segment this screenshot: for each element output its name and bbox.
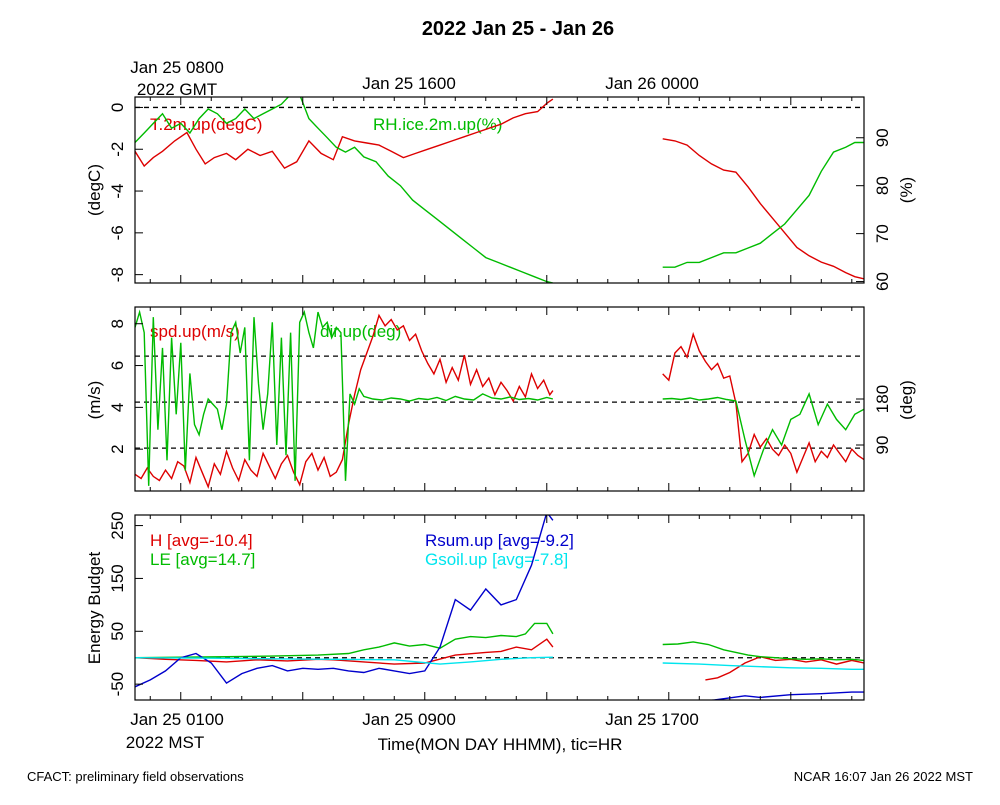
y-right-tick-label: 180	[873, 385, 892, 413]
y-tick-label: -6	[108, 225, 127, 240]
panel1-left-axis-label: (degC)	[85, 164, 104, 216]
y-right-tick-label: 60	[873, 272, 892, 291]
bottom-tick-label-2: Jan 25 0900	[362, 710, 456, 729]
series-line-dir-up-deg	[135, 309, 864, 486]
chart-title: 2022 Jan 25 - Jan 26	[422, 18, 614, 40]
y-tick-label: 4	[108, 403, 127, 412]
bottom-tick-label-1: Jan 25 0100	[130, 710, 224, 729]
y-tick-label: 250	[108, 511, 127, 539]
panel1-legend-temperature: T.2m.up(degC)	[150, 115, 262, 134]
x-axis-label: Time(MON DAY HHMM), tic=HR	[378, 735, 623, 754]
temperature-humidity-panel: (degC) (%) T.2m.up(degC) RH.ice.2m.up(%)…	[85, 96, 916, 291]
wind-panel: (m/s) (deg) spd.up(m/s) dir.up(deg) 2468…	[85, 306, 916, 492]
panel-frame	[134, 96, 865, 284]
y-right-tick-label: 90	[873, 436, 892, 455]
series-line-h	[135, 638, 864, 681]
footer-right: NCAR 16:07 Jan 26 2022 MST	[794, 769, 973, 784]
panel-frame	[134, 514, 865, 701]
y-tick-label: 150	[108, 564, 127, 592]
series-line-gsoil-up	[135, 656, 864, 670]
energy-budget-panel: Energy Budget H [avg=-10.4] LE [avg=14.7…	[85, 511, 865, 701]
panel3-legend-le: LE [avg=14.7]	[150, 550, 255, 569]
y-right-tick-label: 90	[873, 128, 892, 147]
panel3-legend-h: H [avg=-10.4]	[150, 531, 253, 550]
panel3-left-axis-label: Energy Budget	[85, 551, 104, 664]
y-tick-label: 50	[108, 622, 127, 641]
series-line-spd-up-m-s	[135, 313, 864, 489]
panel3-legend-rsum: Rsum.up [avg=-9.2]	[425, 531, 574, 550]
y-tick-label: 6	[108, 361, 127, 370]
footer-left: CFACT: preliminary field observations	[27, 769, 244, 784]
top-tick-label-3: Jan 26 0000	[605, 74, 699, 93]
y-tick-label: 0	[108, 103, 127, 112]
panel2-left-axis-label: (m/s)	[85, 381, 104, 420]
panel1-legend-humidity: RH.ice.2m.up(%)	[373, 115, 502, 134]
y-tick-label: -50	[108, 672, 127, 697]
top-tick-label-1: Jan 25 0800	[130, 58, 224, 77]
y-tick-label: 2	[108, 444, 127, 453]
top-year-label: 2022 GMT	[137, 80, 217, 99]
series-line-rh-ice-2m-up	[135, 97, 864, 283]
y-right-tick-label: 80	[873, 176, 892, 195]
y-tick-label: -4	[108, 183, 127, 198]
panel3-legend-gsoil: Gsoil.up [avg=-7.8]	[425, 550, 568, 569]
bottom-tick-label-3: Jan 25 1700	[605, 710, 699, 729]
panel2-legend-speed: spd.up(m/s)	[150, 322, 240, 341]
series-line-le	[135, 622, 864, 662]
panel2-right-axis-label: (deg)	[897, 380, 916, 420]
y-right-tick-label: 70	[873, 224, 892, 243]
panel1-right-axis-label: (%)	[897, 177, 916, 203]
bottom-year-label: 2022 MST	[126, 733, 204, 752]
y-tick-label: -2	[108, 142, 127, 157]
top-tick-label-2: Jan 25 1600	[362, 74, 456, 93]
y-tick-label: -8	[108, 267, 127, 282]
y-tick-label: 8	[108, 319, 127, 328]
